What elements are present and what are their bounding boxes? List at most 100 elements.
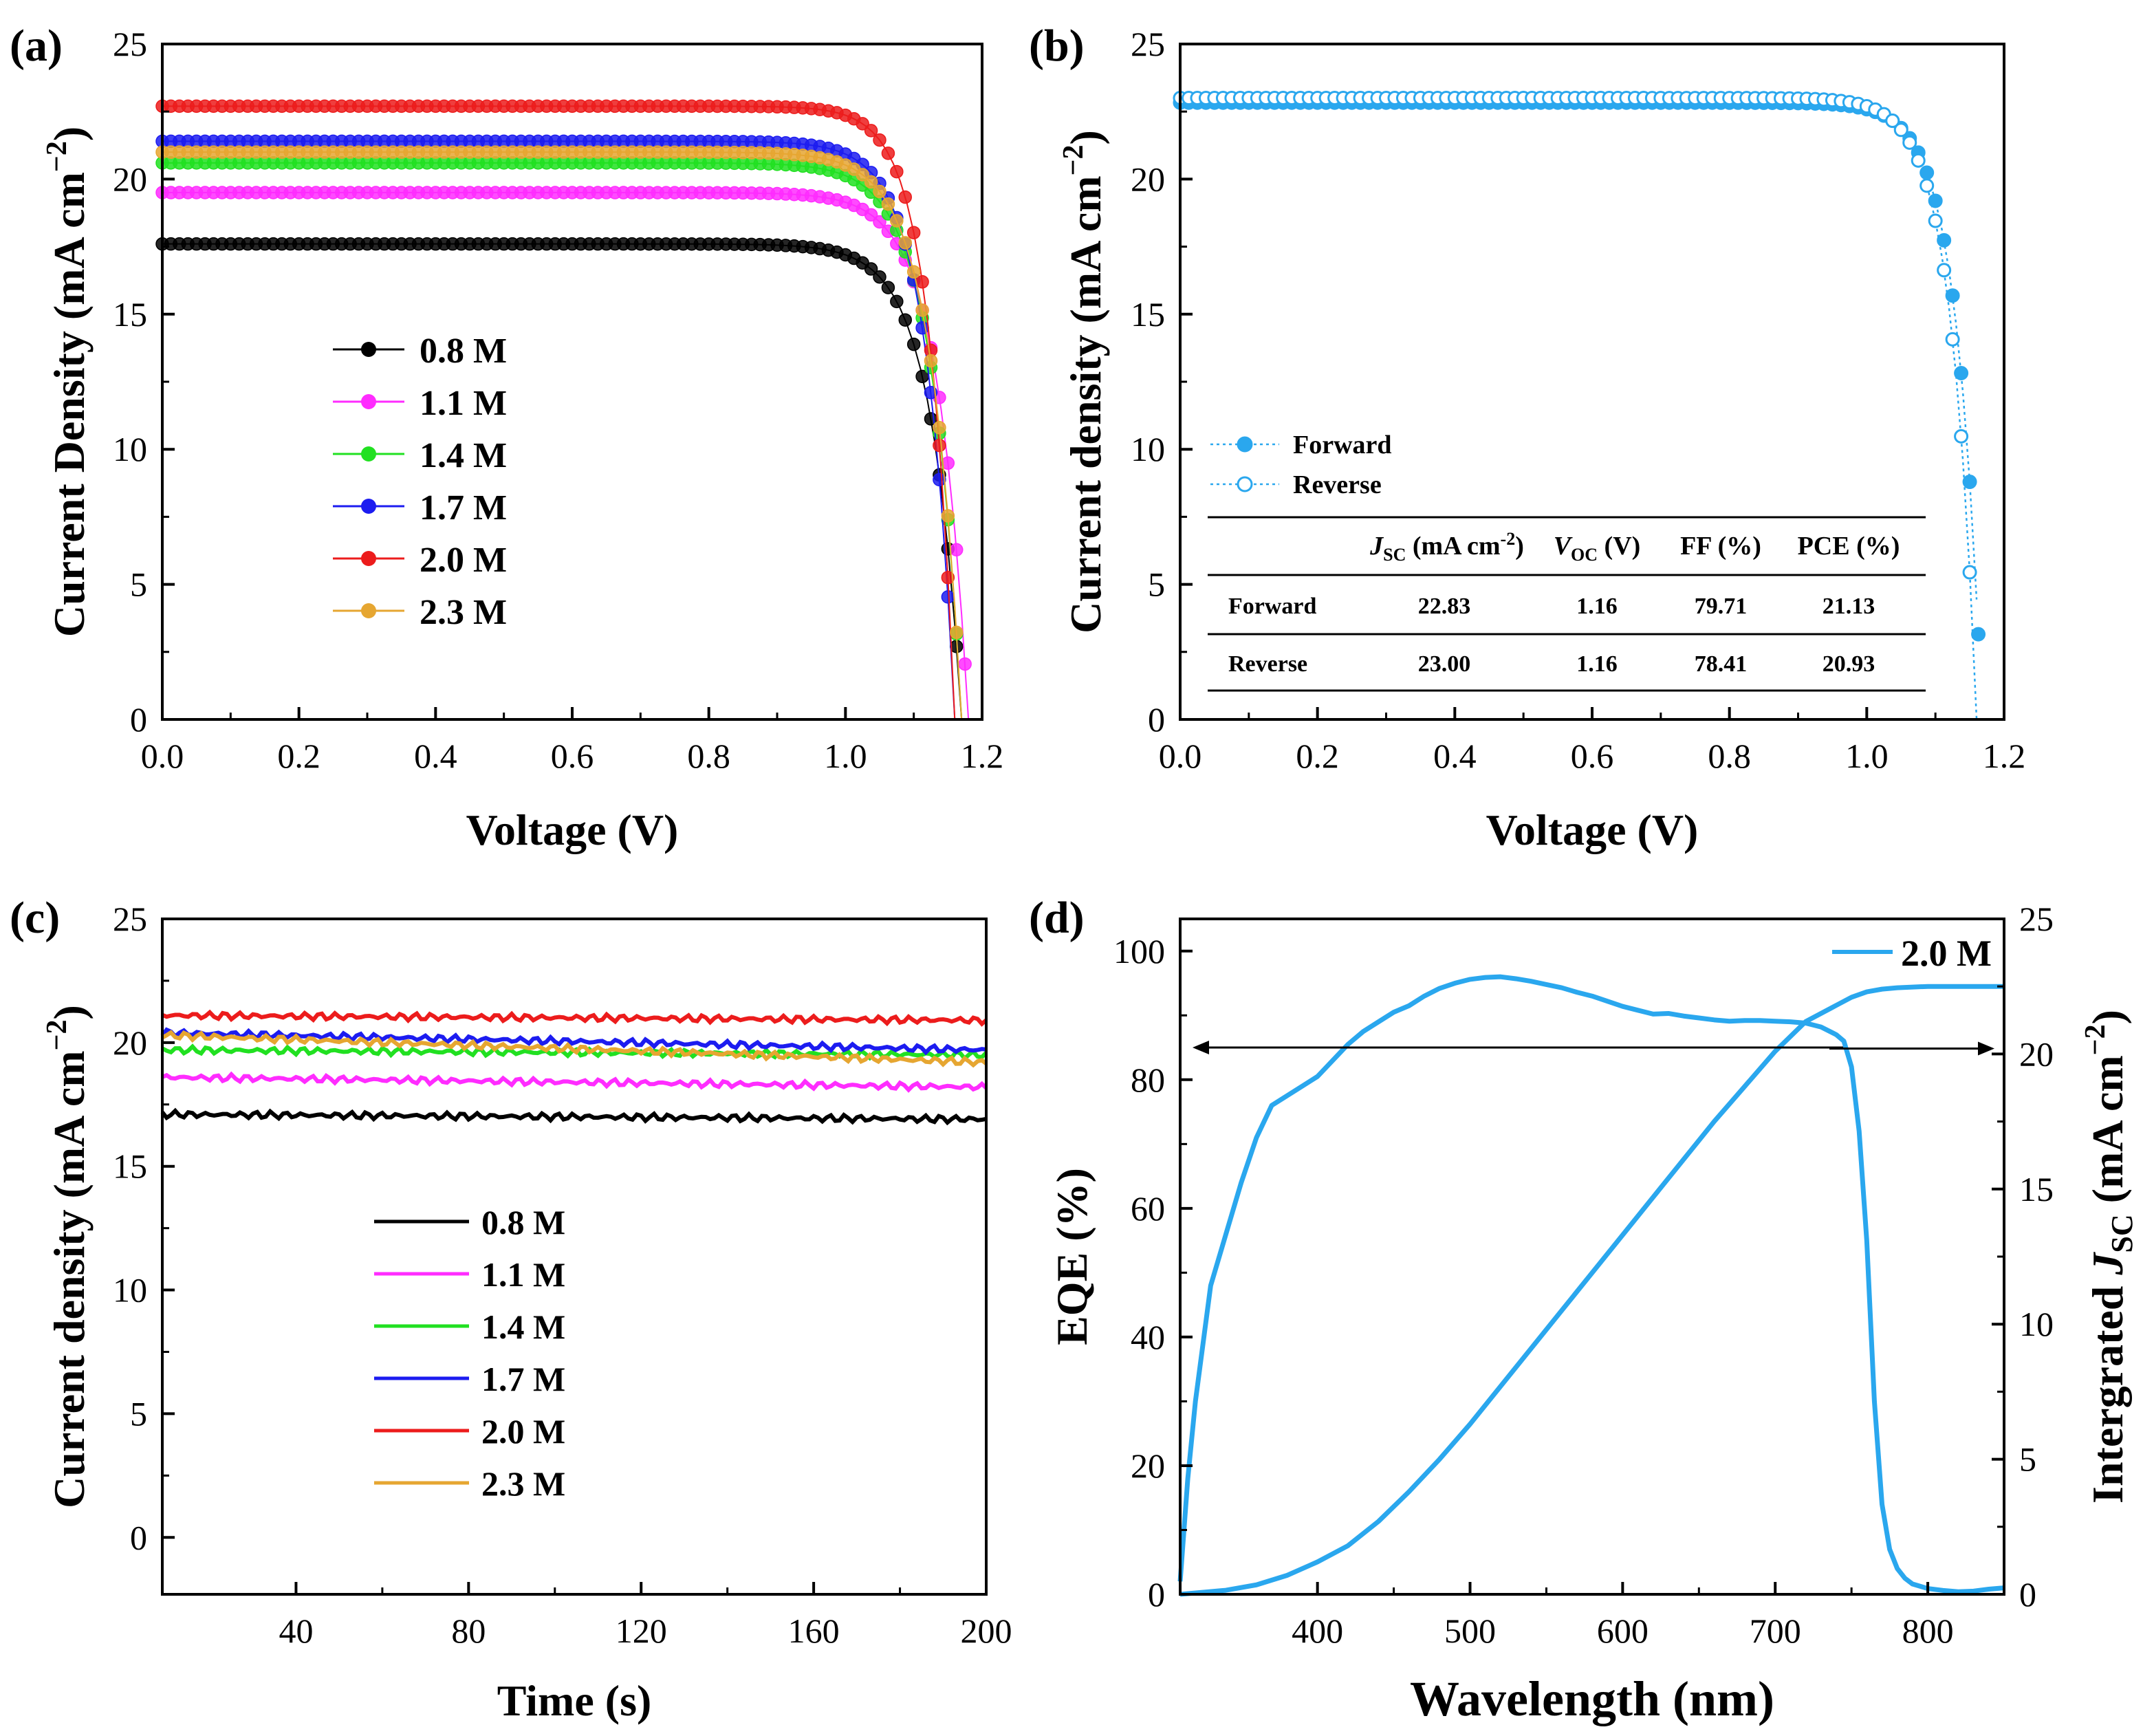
data-point [1937, 263, 1952, 278]
y-right-tick-label: 25 [2019, 900, 2054, 938]
data-point [881, 197, 895, 211]
legend-marker [361, 603, 376, 618]
y-tick-label: 20 [1131, 1446, 1165, 1485]
data-point [1954, 428, 1969, 444]
axes-a: 0.0 0.2 0.4 0.6 0.8 1.0 1.2 0 5 10 15 20 25 [113, 25, 1003, 775]
table-header: JSC (mA cm-2) VOC (V) FF (%) PCE (%) [1369, 529, 1900, 565]
data-point [864, 208, 878, 222]
legend-label: Reverse [1293, 470, 1382, 499]
x-tick-label: 800 [1902, 1612, 1954, 1650]
x-tick-label: 1.0 [1845, 737, 1889, 775]
legend-label: 1.4 M [481, 1308, 565, 1346]
data-point [873, 215, 886, 229]
data-point [873, 270, 886, 284]
data-point [915, 275, 929, 289]
legend-label: 1.1 M [481, 1255, 565, 1294]
data-point [1937, 232, 1952, 248]
x-tick-label: 120 [616, 1612, 667, 1650]
legend-marker [361, 446, 376, 462]
y-tick-label: 0 [130, 700, 147, 739]
series-line [162, 151, 963, 720]
table-cell: Forward [1228, 594, 1317, 619]
panel-a: (a) 0.0 0.2 0.4 0.6 0.8 1.0 1.2 0 5 10 15 20 25 Volt… [10, 21, 1003, 854]
x-tick-label: 0.6 [1571, 737, 1614, 775]
y-axis-label: Current density (mA cm−2) [41, 1005, 94, 1508]
y-right-tick-label: 20 [2019, 1034, 2054, 1073]
panel-label: (d) [1029, 893, 1085, 943]
y-tick-label: 80 [1131, 1061, 1165, 1099]
data-point [890, 294, 904, 309]
legend-label: 1.7 M [481, 1360, 565, 1398]
table-cell: Reverse [1228, 651, 1307, 677]
y-axis-label: Current Density (mA cm−2) [41, 127, 94, 637]
header-pce: PCE (%) [1798, 532, 1900, 561]
legend-label: 1.7 M [420, 488, 507, 528]
plot-area-c [160, 1009, 988, 1126]
legend-marker [361, 551, 376, 566]
panel-label: (a) [10, 21, 63, 71]
data-point [941, 570, 955, 585]
table-cell: 1.16 [1576, 594, 1618, 619]
panel-b: (b) 0.0 0.2 0.4 0.6 0.8 1.0 1.2 0 5 10 15 20 25 Volt… [1029, 21, 2025, 854]
legend-marker [361, 394, 376, 409]
panel-label: (b) [1029, 21, 1085, 71]
legend-marker [361, 499, 376, 514]
x-tick-label: 400 [1292, 1612, 1343, 1650]
x-axis-label: Wavelength (nm) [1410, 1671, 1774, 1726]
y-tick-label: 0 [130, 1518, 147, 1556]
series-line [160, 1027, 987, 1056]
data-point [1945, 332, 1960, 347]
data-point [906, 226, 921, 239]
y-axis-label: EQE (%) [1047, 1168, 1096, 1345]
x-axis-label: Time (s) [497, 1676, 652, 1725]
data-point [873, 184, 886, 199]
x-tick-label: 80 [451, 1612, 486, 1650]
y-right-tick-label: 15 [2019, 1170, 2054, 1208]
header-voc: VOC (V) [1554, 532, 1641, 565]
data-point [906, 265, 921, 279]
x-tick-label: 0.6 [551, 737, 594, 775]
y-tick-label: 0 [1148, 1575, 1165, 1614]
legend-d: 2.0 M [1832, 933, 1992, 974]
y-right-tick-label: 5 [2019, 1440, 2036, 1479]
x-tick-label: 1.2 [1983, 737, 2026, 775]
legend-label: 1.4 M [420, 436, 507, 475]
y-tick-label: 20 [113, 1023, 147, 1062]
x-tick-label: 1.0 [824, 737, 867, 775]
legend-label: 2.3 M [481, 1464, 565, 1503]
series-line [162, 243, 963, 720]
y-tick-label: 20 [1131, 160, 1165, 198]
data-point [1919, 178, 1935, 193]
x-tick-label: 1.2 [961, 737, 1004, 775]
data-point [856, 168, 869, 182]
data-point [950, 625, 964, 640]
legend-marker [1237, 476, 1253, 492]
data-point [906, 337, 921, 351]
header-jsc: JSC (mA cm-2) [1369, 529, 1524, 565]
series-line [162, 192, 970, 720]
y-tick-label: 5 [1148, 565, 1165, 604]
table-cell: 78.41 [1695, 651, 1748, 677]
legend-a: 0.8 M 1.1 M 1.4 M 1.7 M 2.0 M 2.3 M [333, 332, 507, 632]
y-tick-label: 10 [1131, 430, 1165, 468]
table-cell: 20.93 [1823, 651, 1875, 677]
data-point [890, 164, 904, 179]
data-point [864, 262, 878, 276]
legend-label: 2.0 M [420, 541, 507, 580]
data-point [898, 236, 912, 250]
table-cell: 1.16 [1576, 651, 1618, 677]
legend-label: 0.8 M [420, 332, 507, 371]
plot-area-b [1173, 91, 1986, 720]
x-tick-label: 500 [1444, 1612, 1496, 1650]
axes-b: 0.0 0.2 0.4 0.6 0.8 1.0 1.2 0 5 10 15 20 25 [1131, 25, 2025, 775]
header-ff: FF (%) [1680, 532, 1761, 561]
series-line [1180, 101, 1978, 600]
data-point [873, 133, 886, 147]
data-point [933, 420, 946, 435]
plot-frame [161, 918, 988, 1596]
y-tick-label: 25 [113, 25, 147, 63]
y-tick-label: 20 [113, 160, 147, 198]
data-point [1954, 365, 1969, 380]
legend-label: 2.0 M [1901, 933, 1992, 974]
